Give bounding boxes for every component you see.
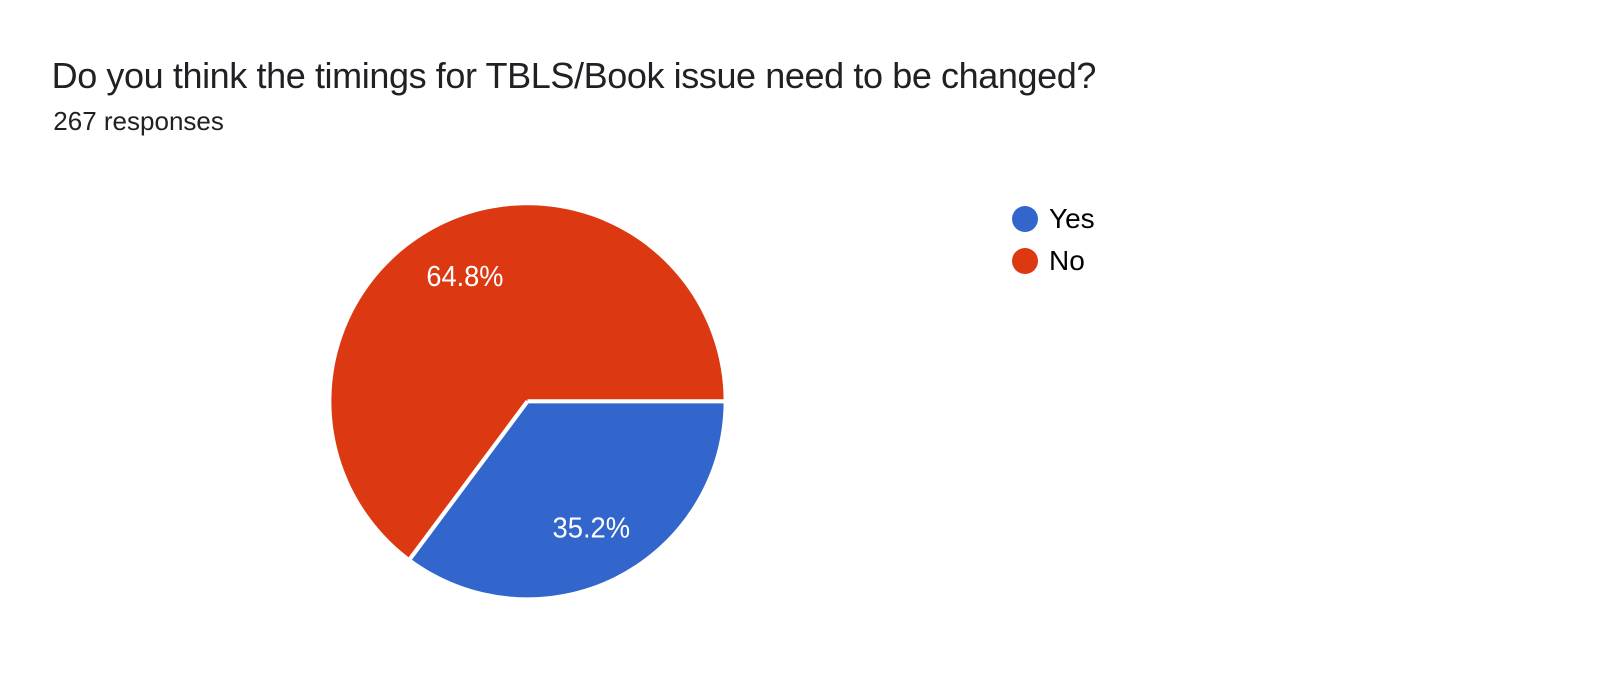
svg-text:64.8%: 64.8% [426,261,503,293]
svg-text:35.2%: 35.2% [553,513,631,545]
